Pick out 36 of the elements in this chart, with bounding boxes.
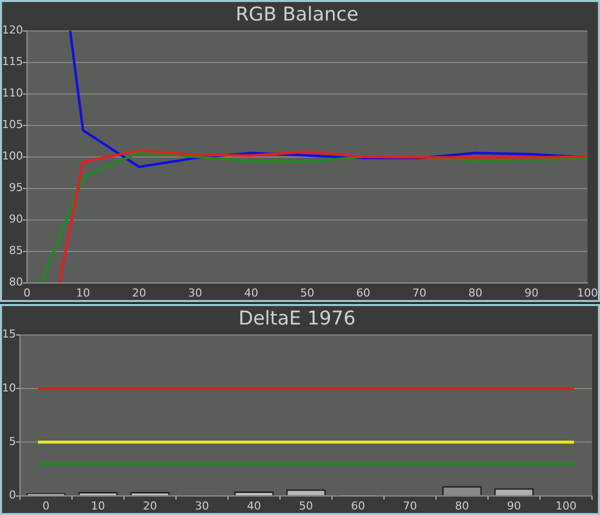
y-tick-label: 85: [8, 244, 23, 258]
x-tick-label: 40: [244, 286, 258, 300]
y-tick-label: 100: [2, 150, 23, 163]
x-tick-label: 70: [412, 286, 426, 300]
y-tick-label: 15: [2, 328, 16, 341]
y-tick-label: 105: [2, 118, 23, 132]
x-tick-label: 60: [351, 499, 365, 512]
x-tick-label: 40: [247, 499, 261, 512]
y-tick-label: 80: [8, 276, 23, 289]
y-tick-label: 110: [2, 86, 23, 100]
x-tick-label: 30: [195, 499, 209, 512]
x-tick-label: 70: [403, 499, 417, 512]
y-tick-label: 120: [2, 24, 23, 37]
x-tick-label: 10: [90, 499, 105, 512]
x-tick-label: 90: [524, 286, 538, 300]
x-tick-label: 0: [42, 499, 50, 512]
x-tick-label: 90: [507, 499, 521, 512]
x-tick-label: 80: [455, 499, 469, 512]
x-tick-label: 20: [132, 286, 146, 300]
y-tick-label: 10: [2, 381, 16, 394]
x-tick-label: 10: [76, 286, 90, 300]
y-tick-label: 95: [8, 181, 23, 194]
x-tick-label: 60: [356, 286, 370, 300]
x-tick-label: 100: [556, 499, 576, 512]
x-tick-label: 50: [300, 286, 314, 300]
chart-title: DeltaE 1976: [238, 307, 356, 330]
y-tick-label: 115: [2, 55, 23, 68]
x-tick-label: 50: [299, 499, 313, 512]
x-tick-label: 100: [577, 286, 598, 300]
chart-title: RGB Balance: [236, 3, 358, 26]
y-tick-label: 0: [8, 488, 16, 502]
y-tick-label: 90: [8, 212, 23, 226]
y-tick-label: 5: [8, 434, 16, 448]
x-tick-label: 80: [468, 286, 482, 300]
x-tick-label: 30: [188, 286, 202, 300]
x-tick-label: 20: [143, 499, 157, 512]
